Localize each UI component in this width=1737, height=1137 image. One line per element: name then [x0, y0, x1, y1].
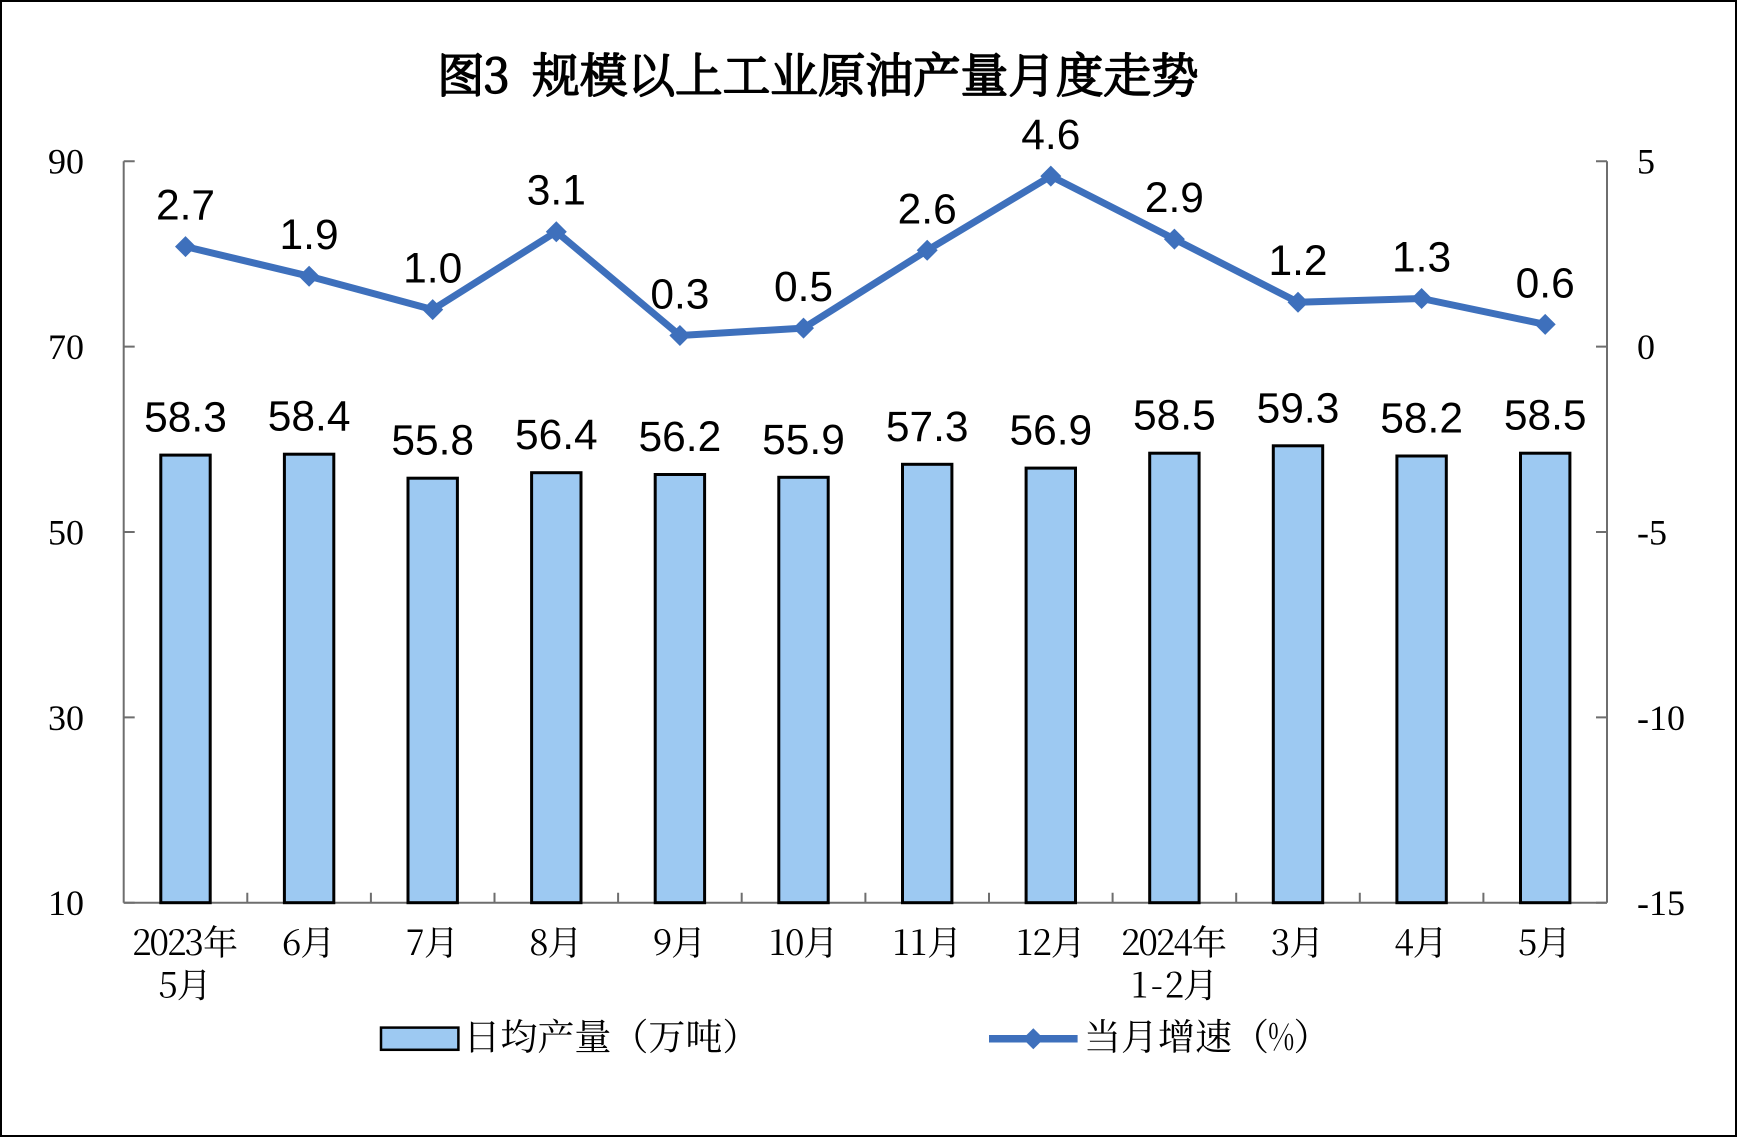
svg-text:10: 10: [48, 883, 84, 923]
svg-text:4.6: 4.6: [1021, 112, 1080, 159]
svg-text:90: 90: [48, 142, 84, 182]
svg-text:1.3: 1.3: [1392, 235, 1451, 282]
svg-text:30: 30: [48, 698, 84, 738]
svg-text:5: 5: [1637, 142, 1655, 182]
svg-text:1.2: 1.2: [1268, 238, 1327, 285]
svg-text:56.9: 56.9: [1009, 408, 1092, 455]
svg-text:-15: -15: [1637, 883, 1685, 923]
svg-text:50: 50: [48, 512, 84, 552]
svg-text:1.9: 1.9: [280, 212, 339, 259]
svg-text:2.9: 2.9: [1145, 175, 1204, 222]
svg-text:2.6: 2.6: [898, 186, 957, 233]
svg-text:0.3: 0.3: [650, 272, 709, 319]
svg-text:55.9: 55.9: [762, 417, 845, 464]
svg-text:2.7: 2.7: [156, 183, 215, 230]
svg-text:0.6: 0.6: [1516, 260, 1575, 307]
svg-text:57.3: 57.3: [886, 404, 969, 451]
svg-text:59.3: 59.3: [1257, 385, 1340, 432]
svg-text:58.2: 58.2: [1380, 396, 1463, 443]
svg-text:70: 70: [48, 327, 84, 367]
svg-text:3.1: 3.1: [527, 168, 586, 215]
svg-text:0.5: 0.5: [774, 264, 833, 311]
svg-text:0: 0: [1637, 327, 1655, 367]
svg-text:55.8: 55.8: [391, 418, 474, 465]
svg-text:-10: -10: [1637, 698, 1685, 738]
svg-text:58.4: 58.4: [268, 394, 351, 441]
svg-text:58.5: 58.5: [1504, 393, 1587, 440]
svg-text:-5: -5: [1637, 512, 1667, 552]
svg-text:58.3: 58.3: [144, 395, 227, 442]
svg-text:1.0: 1.0: [403, 246, 462, 293]
svg-text:56.4: 56.4: [515, 412, 598, 459]
svg-text:56.2: 56.2: [639, 414, 722, 461]
svg-text:58.5: 58.5: [1133, 393, 1216, 440]
